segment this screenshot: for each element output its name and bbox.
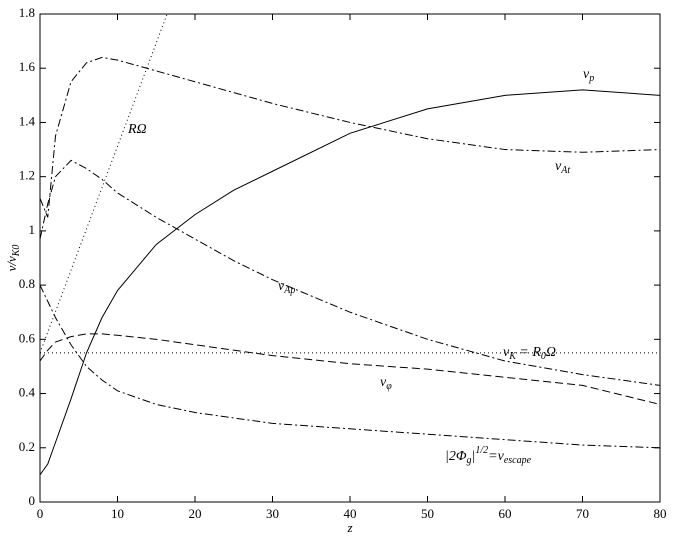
text-part: 1/2 (475, 445, 488, 456)
text-part: RΩ (127, 122, 147, 137)
y-tick-label: 0 (29, 493, 36, 508)
text-part: |2Φ (445, 449, 467, 464)
text-part: g (467, 455, 472, 466)
curve (40, 159, 660, 386)
text-part: = R (516, 345, 541, 360)
text-part: v (380, 375, 387, 390)
x-tick-label: 20 (189, 506, 202, 521)
curve (40, 333, 660, 405)
y-tick-label: 0.2 (19, 439, 35, 454)
x-tick-label: 80 (654, 506, 667, 521)
text-part: v/v (4, 256, 19, 271)
text-part: Ω (546, 345, 556, 360)
x-axis-label: z (346, 520, 352, 535)
x-tick-label: 30 (266, 506, 279, 521)
x-tick-label: 60 (499, 506, 512, 521)
y-tick-label: 0.6 (19, 330, 36, 345)
annotation: vp (583, 67, 594, 84)
text-part: v (503, 345, 510, 360)
text-part: v (583, 67, 590, 82)
text-part: escape (504, 455, 532, 466)
text-part: At (560, 165, 570, 176)
text-part: Ap (283, 285, 295, 296)
annotation: RΩ (127, 122, 147, 137)
annotation: vAp (278, 279, 295, 296)
annotation: vAt (555, 159, 570, 176)
text-part: =v (488, 449, 504, 464)
text-part: v (278, 279, 285, 294)
y-tick-label: 1.6 (19, 59, 36, 74)
y-tick-label: 1.2 (19, 168, 35, 183)
text-part: K (508, 351, 517, 362)
text-part: φ (386, 381, 392, 392)
text-part: v (555, 159, 562, 174)
x-tick-label: 0 (37, 506, 44, 521)
annotation: vφ (380, 375, 392, 392)
y-tick-label: 1.8 (19, 5, 35, 20)
y-tick-label: 1.4 (19, 113, 36, 128)
plot-area (40, 14, 660, 476)
text-part: 0 (541, 351, 546, 362)
x-tick-label: 50 (421, 506, 434, 521)
text-part: | (472, 449, 476, 464)
text-part: p (588, 73, 594, 84)
x-tick-label: 40 (344, 506, 357, 521)
annotation: |2Φg|1/2=vescape (445, 445, 532, 466)
y-tick-label: 0.4 (19, 385, 36, 400)
curve (40, 14, 168, 354)
y-tick-label: 0.8 (19, 276, 35, 291)
y-axis-label: v/vK0 (4, 245, 22, 272)
text-part: K0 (11, 245, 22, 258)
y-tick-label: 1 (29, 222, 36, 237)
annotation: vK = R0Ω (503, 345, 556, 362)
x-tick-label: 10 (111, 506, 124, 521)
curve (40, 284, 660, 449)
curve (40, 56, 660, 218)
curve (40, 89, 660, 476)
x-tick-label: 70 (576, 506, 589, 521)
